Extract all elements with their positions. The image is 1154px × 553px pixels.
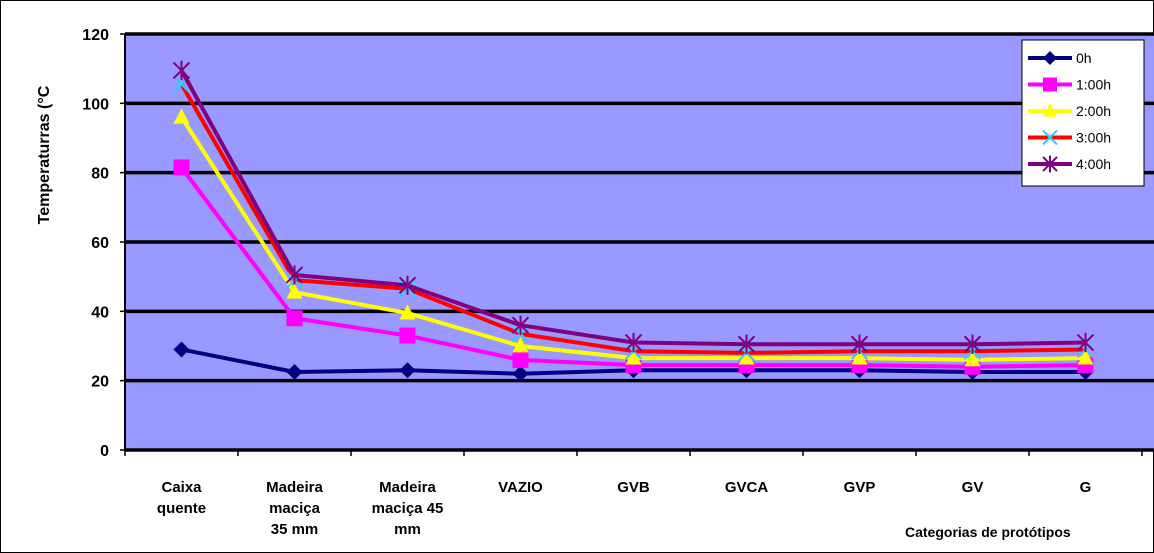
legend-item: 3:00h xyxy=(1028,130,1111,146)
data-point xyxy=(173,108,190,124)
legend-label: 0h xyxy=(1076,50,1092,66)
data-point xyxy=(512,351,529,368)
y-tick-label: 120 xyxy=(82,27,109,44)
x-axis-label: Categorias de protótipos xyxy=(905,524,1071,540)
data-point xyxy=(1076,332,1095,353)
legend-label: 1:00h xyxy=(1076,77,1111,93)
data-point xyxy=(850,334,869,354)
data-point xyxy=(286,283,303,299)
data-point xyxy=(512,365,529,382)
x-tick-label: VAZIO xyxy=(498,479,543,496)
x-tick-label: GVB xyxy=(617,479,650,496)
legend-item: 1:00h xyxy=(1028,77,1111,93)
legend: 0h 1:00h 2:00h 3:00h 4:00h xyxy=(1021,39,1145,187)
legend-item: 0h xyxy=(1028,50,1092,66)
y-axis-ticks: 0 20 40 60 80 100 120 xyxy=(82,27,125,460)
data-point xyxy=(964,351,981,367)
x-tick-label: GVP xyxy=(844,479,876,496)
legend-label: 3:00h xyxy=(1076,130,1111,146)
data-point xyxy=(963,334,982,354)
data-point xyxy=(737,334,756,354)
data-point xyxy=(1042,129,1058,146)
series-2 xyxy=(173,108,1094,367)
y-tick-label: 40 xyxy=(91,304,109,321)
x-tick-label: GVCA xyxy=(725,479,769,496)
y-axis-label: Temperaturras (°C xyxy=(36,85,53,224)
data-point xyxy=(512,337,529,353)
data-point xyxy=(1077,349,1094,365)
x-tick-label: Caixa quente xyxy=(157,479,206,517)
data-point xyxy=(1043,103,1057,117)
x-tick-label: GV xyxy=(962,479,984,496)
data-point xyxy=(399,362,416,379)
data-point xyxy=(625,349,642,365)
data-point xyxy=(1042,155,1058,173)
data-point xyxy=(399,327,416,344)
y-tick-label: 80 xyxy=(91,166,109,183)
legend-item: 4:00h xyxy=(1028,155,1111,173)
legend-item: 2:00h xyxy=(1028,103,1111,119)
series-1 xyxy=(173,159,1094,375)
y-tick-label: 0 xyxy=(100,443,109,460)
x-tick-label: Madeira maciça 45 mm xyxy=(372,479,444,538)
data-point xyxy=(173,341,190,358)
data-point xyxy=(398,275,417,295)
x-tick-label: Madeira maciça 35 mm xyxy=(266,479,323,538)
legend-label: 2:00h xyxy=(1076,103,1111,119)
legend-label: 4:00h xyxy=(1076,156,1111,172)
y-tick-label: 60 xyxy=(91,235,109,252)
data-point xyxy=(286,310,303,327)
data-point xyxy=(399,304,416,320)
data-point xyxy=(511,315,530,335)
data-point xyxy=(624,332,643,353)
data-point xyxy=(285,265,304,285)
series-4 xyxy=(172,60,1095,354)
data-point xyxy=(286,364,303,380)
x-tick-label: G xyxy=(1080,479,1092,496)
data-point xyxy=(172,60,191,80)
x-axis-ticks: Caixa quente Madeira maciça 35 mm Madeira maci… xyxy=(124,450,1143,538)
data-point xyxy=(1043,77,1057,92)
data-point xyxy=(1043,51,1057,65)
series-group xyxy=(172,60,1095,382)
y-tick-label: 20 xyxy=(91,374,109,391)
data-point xyxy=(851,349,868,365)
y-tick-label: 100 xyxy=(82,96,109,113)
data-point xyxy=(173,159,190,176)
data-point xyxy=(738,349,755,365)
